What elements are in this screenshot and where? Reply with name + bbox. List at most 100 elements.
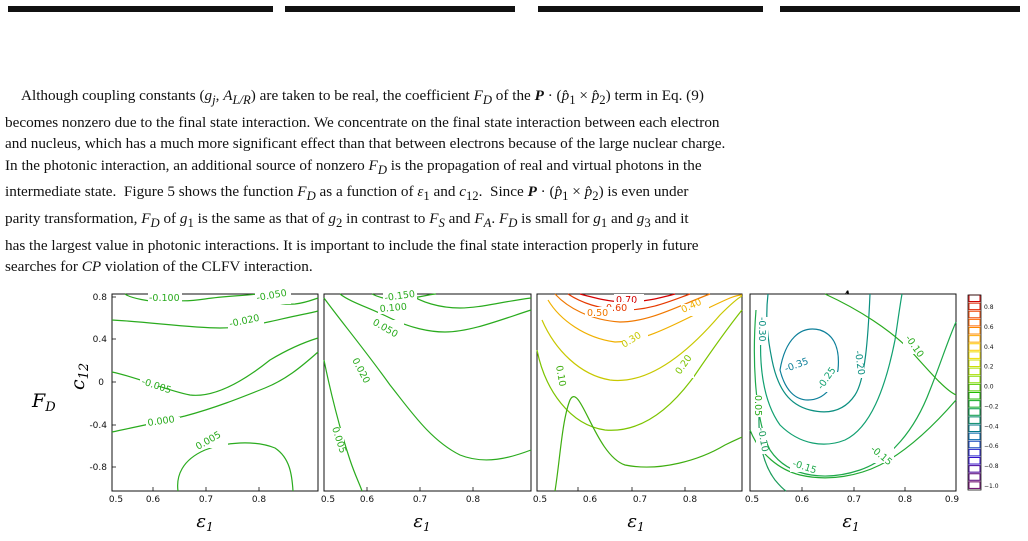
text-fragment-bar: [538, 6, 763, 12]
x-tick-label: 0.7: [847, 495, 861, 505]
colorbar-frame: [967, 294, 982, 491]
contour-line: [409, 293, 532, 309]
y-tick-label: -0.8: [89, 463, 107, 473]
contour-label: -0.10: [755, 427, 770, 453]
contour-label: -0.30: [756, 317, 767, 342]
colorbar-stripe: [968, 343, 981, 351]
colorbar-stripe: [968, 318, 981, 327]
x-axis-label: ε1: [842, 511, 859, 534]
contour-line: [323, 297, 532, 461]
colorbar-stripe: [968, 424, 981, 433]
panel-g5: 0.70 0.60 0.50 0.40 0.30 0.20 0.10 0.5 0…: [533, 293, 743, 534]
x-tick-label: 0.8: [252, 495, 267, 505]
x-tick-label: 0.5: [109, 495, 123, 505]
x-axis-label: ε1: [627, 511, 644, 534]
contour-label: 0.05: [752, 395, 763, 416]
colorbar-stripe: [968, 481, 981, 489]
paragraph-line: parity transformation, FD of g1 is the s…: [5, 210, 689, 231]
panel-g3: -0.150 0.100 0.050 0.020 0.005 0.5 0.6 0…: [321, 289, 532, 534]
colorbar: 0.8 0.6 0.4 0.2 0.0 −0.2 −0.4 −0.6 −0.8 −1.0: [967, 294, 999, 491]
colorbar-stripe: [968, 302, 981, 311]
colorbar-stripe: [968, 327, 981, 335]
colorbar-stripe: [968, 408, 981, 416]
colorbar-tick-label: −0.4: [984, 423, 999, 430]
contour-label: 0.000: [147, 414, 175, 429]
panel-frame: [323, 293, 532, 492]
text-fragment-bar: [285, 6, 515, 12]
x-tick-label: 0.6: [360, 495, 375, 505]
colorbar-tick-label: 0.2: [984, 364, 994, 371]
colorbar-stripe: [968, 457, 981, 465]
paragraph-line: and nucleus, which has a much more signi…: [5, 135, 726, 153]
contour-line: [554, 396, 743, 492]
contour-label: 0.100: [379, 302, 407, 315]
contour-figure-svg: FD c12 g1 g3 g5 AR 0.8 0.4 0 -0.4 -0.8: [31, 288, 999, 534]
previous-text-fragment: [0, 0, 1028, 14]
colorbar-stripe: [968, 400, 981, 408]
y-axis-label: c12: [67, 363, 92, 390]
contour-line: [541, 295, 743, 382]
x-tick-label: 0.5: [321, 495, 335, 505]
contour-figure: FD c12 g1 g3 g5 AR 0.8 0.4 0 -0.4 -0.8: [0, 280, 1028, 537]
text-fragment-bar: [780, 6, 1020, 12]
contour-line: [760, 293, 903, 445]
colorbar-tick-label: 0.8: [984, 304, 994, 311]
contour-label: -0.100: [149, 293, 180, 304]
contour-line: [749, 399, 957, 479]
contour-label: 0.60: [606, 303, 627, 314]
y-tick-label: 0: [98, 378, 104, 388]
panel-g1: 0.8 0.4 0 -0.4 -0.8 -0.100 -0.050: [89, 288, 319, 534]
contour-label: 0.10: [553, 365, 568, 388]
contour-label: 0.70: [616, 295, 637, 306]
contour-line: [536, 309, 743, 431]
text-fragment-bar: [8, 6, 273, 12]
colorbar-stripe: [968, 465, 981, 473]
colorbar-stripe: [968, 473, 981, 481]
contour-label: -0.050: [256, 288, 288, 304]
colorbar-stripe: [968, 359, 981, 368]
y-tick-label: -0.4: [89, 421, 107, 431]
contour-line: [758, 399, 787, 492]
x-tick-label: 0.7: [633, 495, 647, 505]
colorbar-stripe: [968, 383, 981, 392]
contour-line: [323, 359, 363, 492]
panel-AR: -0.30 -0.35 -0.25 -0.20 -0.10 -0.15 -0.1…: [745, 293, 960, 534]
x-tick-label: 0.8: [683, 495, 698, 505]
contour-line: [779, 328, 840, 401]
colorbar-stripe: [968, 310, 981, 319]
panel-frame: [536, 293, 743, 492]
y-tick-label: 0.4: [93, 335, 108, 345]
x-tick-label: 0.7: [413, 495, 427, 505]
colorbar-stripe: [968, 448, 981, 457]
colorbar-stripe: [968, 375, 981, 384]
x-tick-label: 0.5: [745, 495, 759, 505]
colorbar-stripe: [968, 440, 981, 449]
colorbar-tick-label: 0.4: [984, 344, 994, 351]
colorbar-ticks: 0.8 0.6 0.4 0.2 0.0 −0.2 −0.4 −0.6 −0.8 −1.0: [984, 304, 999, 490]
colorbar-stripe: [968, 294, 981, 303]
contour-label: -0.150: [384, 289, 416, 304]
contour-line: [547, 294, 743, 343]
contour-line: [766, 293, 871, 413]
x-tick-label: 0.8: [466, 495, 481, 505]
colorbar-tick-label: −1.0: [984, 483, 999, 490]
paragraph-line: has the largest value in photonic intera…: [5, 236, 699, 254]
x-tick-label: 0.9: [945, 495, 960, 505]
colorbar-tick-label: −0.8: [984, 463, 999, 470]
paragraph-line: searches for CP violation of the CLFV in…: [5, 258, 313, 276]
contour-line: [177, 442, 294, 492]
x-tick-label: 0.6: [146, 495, 161, 505]
colorbar-stripe: [968, 351, 981, 359]
row-label-FD: FD: [31, 390, 56, 415]
x-tick-label: 0.6: [583, 495, 598, 505]
x-axis-label: ε1: [196, 511, 213, 534]
colorbar-stripe: [968, 416, 981, 424]
colorbar-tick-label: 0.0: [984, 384, 994, 391]
contour-label: -0.20: [852, 350, 866, 376]
body-paragraph: Although coupling constants (gj, AL/R) a…: [5, 85, 1021, 278]
colorbar-stripe: [968, 367, 981, 376]
paragraph-line: intermediate state. Figure 5 shows the f…: [5, 183, 689, 204]
colorbar-stripe: [968, 335, 981, 343]
x-tick-label: 0.8: [898, 495, 913, 505]
contour-label: 0.50: [587, 308, 608, 319]
